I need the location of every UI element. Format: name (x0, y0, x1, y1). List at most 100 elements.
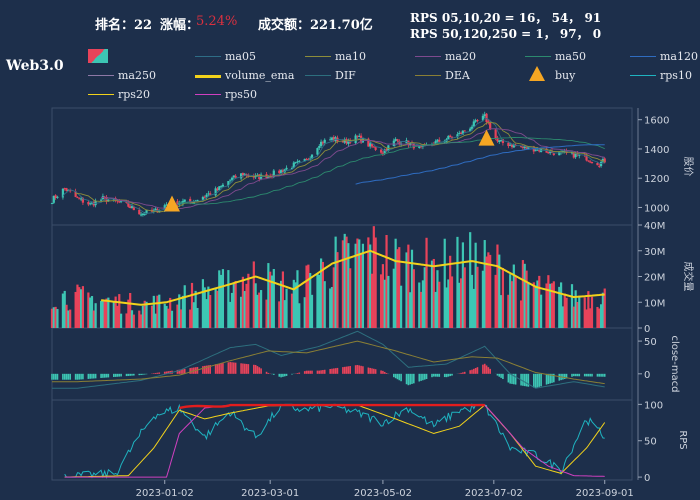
candle-body (590, 162, 594, 164)
macd-hist-bar (507, 373, 510, 383)
macd-hist-bar (120, 373, 122, 377)
candle-body (52, 196, 55, 203)
volume-bar (394, 238, 397, 328)
volume-bar (192, 302, 195, 328)
macd-hist-bar (316, 370, 319, 374)
macd-hist-bar (114, 373, 117, 377)
macd-hist-bar (222, 363, 224, 374)
macd-hist-bar (591, 373, 593, 377)
macd-hist-bar (220, 363, 222, 374)
macd-hist-bar (514, 373, 517, 385)
macd-hist-bar (56, 373, 59, 380)
volume-bar (598, 308, 601, 328)
volume-bar (76, 284, 79, 328)
macd-hist-bar (463, 371, 466, 374)
volume-bar (221, 269, 225, 328)
macd-hist-bar (140, 373, 142, 375)
volume-bar (152, 295, 155, 328)
candle-body (163, 205, 166, 210)
macd-hist-bar (240, 363, 242, 374)
rps-strong-band (178, 403, 485, 410)
dea-line (52, 340, 605, 385)
volume-bar (527, 282, 530, 328)
candle-body (358, 136, 361, 138)
volume-bar (419, 291, 423, 328)
macd-hist-bar (578, 373, 581, 377)
macd-hist-bar (82, 373, 84, 380)
volume-bar (267, 263, 270, 328)
candle-body (463, 130, 466, 132)
macd-hist-bar (549, 373, 551, 384)
candle-body (450, 136, 454, 138)
volume-bar (574, 290, 577, 328)
volume-bar (158, 294, 161, 328)
macd-hist-bar (214, 364, 217, 374)
volume-bar (399, 285, 403, 328)
volume-bar (576, 301, 579, 328)
macd-hist-bar (243, 363, 246, 374)
volume-bar (258, 292, 261, 328)
volume-bar (112, 301, 115, 328)
rps-long-text: RPS 50,120,250 = 1， 97， 0 (410, 27, 602, 41)
change-value: 5.24% (196, 14, 238, 29)
rank-text: 排名：22 (95, 18, 153, 33)
macd-hist-bar (451, 373, 453, 376)
macd-hist-bar (525, 373, 528, 387)
volume-bar (165, 305, 168, 328)
candle-body (385, 149, 388, 152)
volume-bar (69, 309, 72, 328)
macd-hist-bar (471, 369, 473, 374)
macd-hist-bar (65, 373, 68, 380)
macd-hist-bar (523, 373, 526, 387)
macd-hist-bar (103, 373, 106, 378)
macd-hist-bar (311, 370, 313, 374)
panel-frame-macd (51, 327, 633, 401)
volume-bar (456, 236, 459, 328)
candle-body (247, 175, 250, 177)
ticker-title: Web3.0 (6, 58, 64, 74)
macd-hist-bar (600, 373, 602, 377)
volume-tick-label: 10M (644, 298, 665, 309)
candle-body (552, 153, 555, 155)
price-tick-label: 1000 (644, 203, 669, 214)
macd-hist-bar (602, 373, 604, 377)
volume-bar (412, 269, 415, 328)
candle-body (469, 128, 472, 132)
volume-bar (489, 254, 492, 328)
macd-hist-bar (369, 367, 371, 374)
volume-bar (94, 303, 97, 328)
volume-bar (90, 296, 94, 328)
macd-hist-bar (329, 368, 331, 374)
macd-hist-bar (476, 367, 479, 374)
macd-hist-bar (380, 370, 382, 374)
volume-bar (254, 283, 257, 328)
volume-bar (539, 294, 543, 328)
macd-hist-bar (533, 373, 535, 388)
macd-hist-bar (574, 373, 577, 377)
volume-bar (232, 283, 235, 328)
macd-hist-bar (551, 373, 553, 383)
candle-body (456, 134, 459, 138)
macd-hist-bar (398, 373, 401, 381)
volume-bar (487, 252, 490, 328)
macd-hist-bar (565, 373, 568, 379)
candle-body (230, 177, 234, 180)
volume-bar (578, 295, 581, 328)
macd-hist-bar (496, 373, 499, 376)
macd-hist-bar (283, 373, 286, 377)
volume-bar (329, 288, 332, 328)
macd-hist-bar (358, 365, 361, 374)
macd-hist-bar (413, 373, 415, 384)
volume-bar (145, 301, 148, 328)
volume-bar (227, 270, 230, 328)
macd-hist-bar (367, 367, 370, 374)
volume-bar (559, 282, 563, 328)
candle-body (78, 198, 81, 200)
macd-hist-bar (305, 370, 308, 374)
volume-bar (347, 243, 350, 328)
macd-hist-bar (500, 373, 502, 378)
volume-bar (196, 307, 199, 328)
macd-hist-bar (343, 366, 346, 374)
macd-hist-bar (218, 363, 221, 374)
volume-bar (56, 309, 59, 328)
